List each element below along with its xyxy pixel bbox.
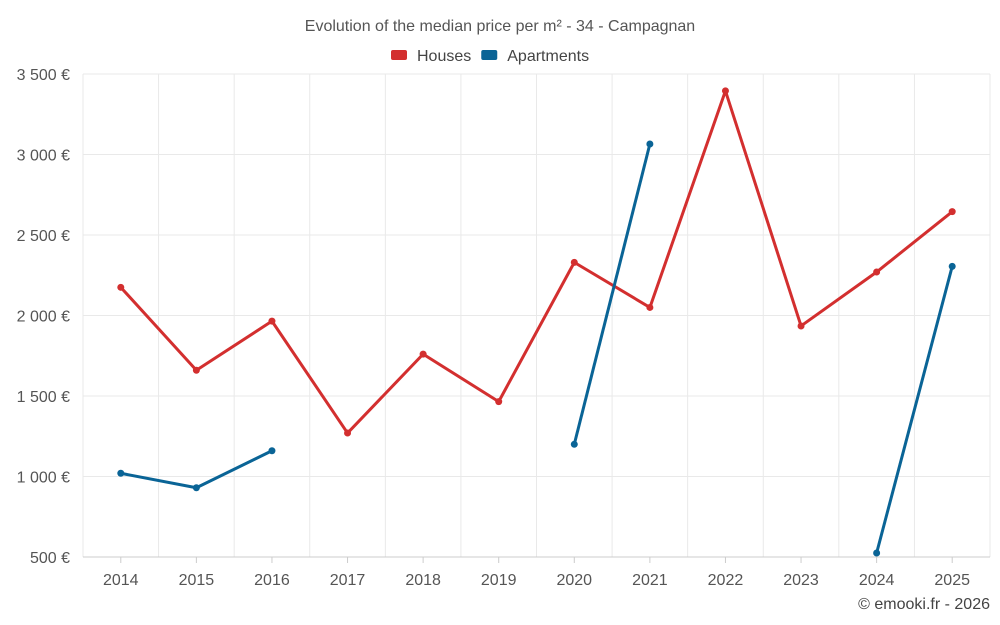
apartments-point-2016 — [268, 447, 276, 455]
y-tick-label: 3 000 € — [17, 148, 70, 165]
y-tick-label: 2 000 € — [17, 309, 70, 326]
x-tick-label: 2023 — [783, 572, 819, 589]
apartments-point-2020 — [570, 440, 578, 448]
houses-line-segment-0 — [119, 89, 954, 435]
legend-label-apartments: Apartments — [507, 48, 589, 65]
y-tick-label: 500 € — [30, 550, 70, 567]
houses-point-2018 — [419, 350, 427, 358]
legend: Houses Apartments — [391, 48, 589, 65]
apartments-point-2014 — [117, 469, 125, 477]
credit-text: © emooki.fr - 2026 — [858, 596, 990, 613]
chart-title: Evolution of the median price per m² - 3… — [305, 18, 695, 35]
houses-point-2022 — [721, 87, 729, 95]
apartments-line-segment-2 — [875, 266, 954, 554]
houses-point-2024 — [873, 268, 881, 276]
x-tick-label: 2014 — [103, 572, 139, 589]
x-tick-label: 2019 — [481, 572, 517, 589]
apartments-line-segment-1 — [572, 143, 652, 445]
legend-swatch-apartments — [481, 50, 498, 60]
apartments-point-2024 — [873, 549, 881, 557]
apartments-point-2021 — [646, 140, 654, 148]
houses-point-2016 — [268, 317, 276, 325]
y-tick-label: 1 500 € — [17, 389, 70, 406]
series-group — [117, 87, 956, 557]
y-axis: 500 € 1 000 € 1 500 € 2 000 € 2 500 € 3 000 €… — [17, 67, 70, 567]
houses-point-2020 — [570, 258, 578, 266]
x-tick-label: 2016 — [254, 572, 290, 589]
houses-point-2023 — [797, 322, 805, 330]
y-tick-label: 3 500 € — [17, 67, 70, 84]
grid — [82, 73, 991, 558]
houses-point-2017 — [344, 429, 352, 437]
x-tick-label: 2024 — [859, 572, 895, 589]
x-axis: 2014 2015 2016 2017 2018 2019 2020 2021 2022 2023… — [83, 556, 990, 589]
y-tick-label: 1 000 € — [17, 470, 70, 487]
y-tick-label: 2 500 € — [17, 228, 70, 245]
x-tick-label: 2017 — [330, 572, 366, 589]
x-tick-label: 2022 — [708, 572, 744, 589]
x-tick-label: 2020 — [556, 572, 592, 589]
apartments-line-segment-0 — [120, 449, 273, 490]
houses-point-2015 — [192, 366, 200, 374]
legend-label-houses: Houses — [417, 48, 471, 65]
apartments-point-2025 — [948, 262, 956, 270]
houses-point-2025 — [948, 208, 956, 216]
apartments-point-2015 — [192, 484, 200, 492]
x-tick-label: 2025 — [934, 572, 970, 589]
x-tick-label: 2021 — [632, 572, 668, 589]
legend-swatch-houses — [391, 50, 407, 60]
houses-point-2019 — [495, 398, 503, 406]
x-tick-label: 2015 — [179, 572, 215, 589]
houses-point-2021 — [646, 303, 654, 311]
houses-point-2014 — [117, 283, 125, 291]
x-tick-label: 2018 — [405, 572, 441, 589]
